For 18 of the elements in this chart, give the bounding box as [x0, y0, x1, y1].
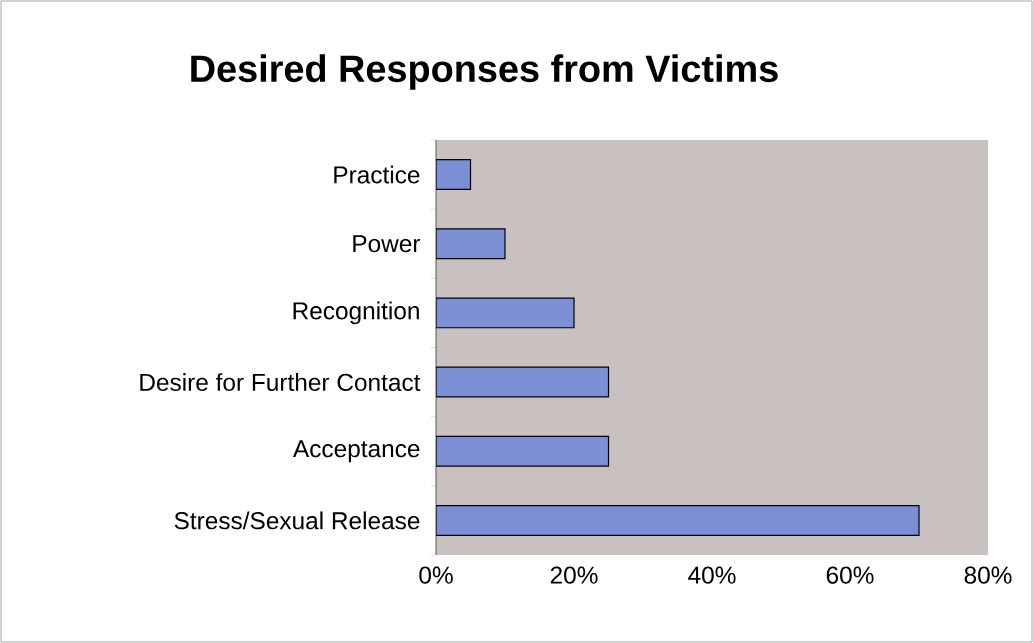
x-tick-label: 60%: [826, 566, 874, 584]
bar: [436, 366, 610, 398]
chart-title: Desired Responses from Victims: [191, 54, 778, 90]
y-tick-label: Acceptance: [292, 440, 420, 463]
x-tick-label: 0%: [419, 566, 453, 584]
x-tick-label: 20%: [550, 566, 598, 584]
bar: [436, 228, 506, 260]
y-tick-label: Practice: [334, 165, 420, 184]
x-tick-label: 40%: [688, 566, 736, 584]
bar: [436, 297, 575, 329]
bar: [436, 159, 472, 191]
y-tick-label: Power: [353, 235, 421, 253]
y-tick-label: Recognition: [293, 301, 419, 325]
bar: [436, 435, 610, 467]
y-tick-label: Stress/Sexual Release: [174, 511, 420, 530]
bar: [436, 504, 920, 536]
x-tick-label: 80%: [964, 566, 1012, 584]
y-tick-label: Desire for Further Contact: [140, 373, 421, 392]
